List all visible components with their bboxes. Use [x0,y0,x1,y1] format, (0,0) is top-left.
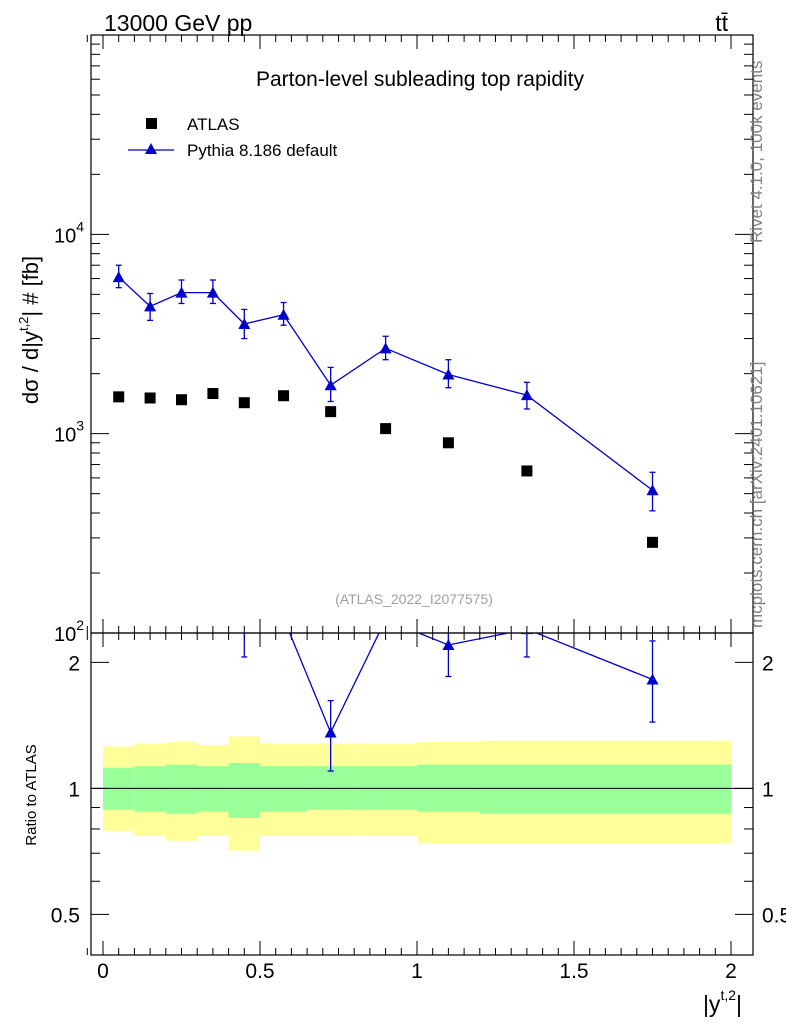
atlas-point [238,397,250,409]
ratio-ytick-label-right: 2 [762,652,774,675]
pythia-point [379,342,392,354]
header-energy-label: 13000 GeV pp [104,10,252,36]
ratio-pythia-point [176,557,188,568]
ratio-ytick-label-right: 0.5 [762,904,786,927]
legend-atlas-marker [146,118,157,129]
pythia-line [118,276,653,491]
ratio-band-inner [260,766,308,812]
main-ylabel: dσ / d|yt,2| # [fb] [16,256,43,404]
ratio-band-inner [134,766,166,812]
ratio-xtick-label: 0.5 [245,960,274,983]
svg-text:|yt,2|: |yt,2| [703,987,742,1017]
pythia-point [112,271,125,283]
atlas-point [278,390,290,402]
header-process-label: tt̄ [715,10,728,36]
ratio-pythia-point [278,612,290,623]
ratio-xtick-label: 2 [725,960,737,983]
ratio-xtick-label: 1.5 [559,960,588,983]
ratio-xlabel: |yt,2| [703,987,742,1017]
ratio-ytick-label-left: 1 [68,778,80,801]
pythia-point [277,308,290,320]
pythia-point [324,379,337,391]
ratio-ytick-label-left: 2 [68,652,80,675]
pythia-point [520,389,533,401]
ratio-pythia-point [442,638,455,650]
pythia-point [206,286,219,298]
ratio-pythia-line [288,633,653,735]
atlas-point [521,465,533,477]
ratio-band-inner [165,764,198,814]
ratio-band-inner [197,766,229,812]
main-title: Parton-level subleading top rapidity [256,68,585,91]
ratio-band-inner [479,764,574,814]
main-ytick-label: 102 [54,617,84,646]
ratio-panel: 0.5 0.5 1 1 2 2 0 0.5 1 1.5 2 Ratio to ATLAS |yt,2… [23,531,786,1017]
pythia-point [442,368,455,380]
ratio-band-inner [354,766,417,810]
svg-text:dσ / d|yt,2| # [fb]: dσ / d|yt,2| # [fb] [16,256,43,404]
atlas-point [647,536,658,548]
svg-text:Ratio to ATLAS: Ratio to ATLAS [23,744,40,845]
atlas-point [113,391,125,403]
ratio-band-inner [228,762,260,818]
ratio-band-inner [574,764,731,814]
ratio-xtick-label: 0 [97,960,109,983]
legend-atlas-label: ATLAS [187,115,240,134]
main-ytick-label: 103 [54,418,84,447]
atlas-point [380,423,392,435]
ratio-pythia-point [144,590,156,601]
atlas-point [207,388,219,400]
analysis-label: (ATLAS_2022_I2077575) [335,591,493,607]
ratio-xtick-label: 1 [411,960,423,983]
ratio-pythia-point [380,614,392,625]
ratio-frame [90,632,754,956]
legend-pythia-marker [145,143,157,154]
ratio-ytick-label-left: 0.5 [51,904,80,927]
atlas-point [176,394,187,406]
pythia-point [175,286,188,298]
pythia-point [144,300,157,312]
atlas-point [144,392,156,404]
mcplots-label: mcplots.cern.ch [arXiv:2401.10621] [747,361,766,628]
ratio-pythia-point [520,633,533,635]
pythia-point [646,484,659,496]
legend-pythia-label: Pythia 8.186 default [187,141,338,160]
legend: ATLAS Pythia 8.186 default [128,115,338,160]
ratio-pythia-point [207,570,219,581]
ratio-ytick-label-right: 1 [762,778,774,801]
ratio-ylabel: Ratio to ATLAS [23,744,40,845]
ratio-pythia-point [646,673,659,685]
atlas-point [442,437,454,449]
ratio-band-inner [307,766,355,810]
rivet-version-label: Rivet 4.1.0, 100k events [747,60,766,243]
main-ytick-label: 104 [54,218,84,247]
ratio-pythia-point [113,531,125,542]
ratio-pythia-point [324,726,337,738]
main-panel: 102 103 104 Parton-level subleading top ra… [16,34,754,646]
atlas-point [325,406,337,418]
ratio-series [113,531,659,772]
pythia-point [238,317,251,329]
